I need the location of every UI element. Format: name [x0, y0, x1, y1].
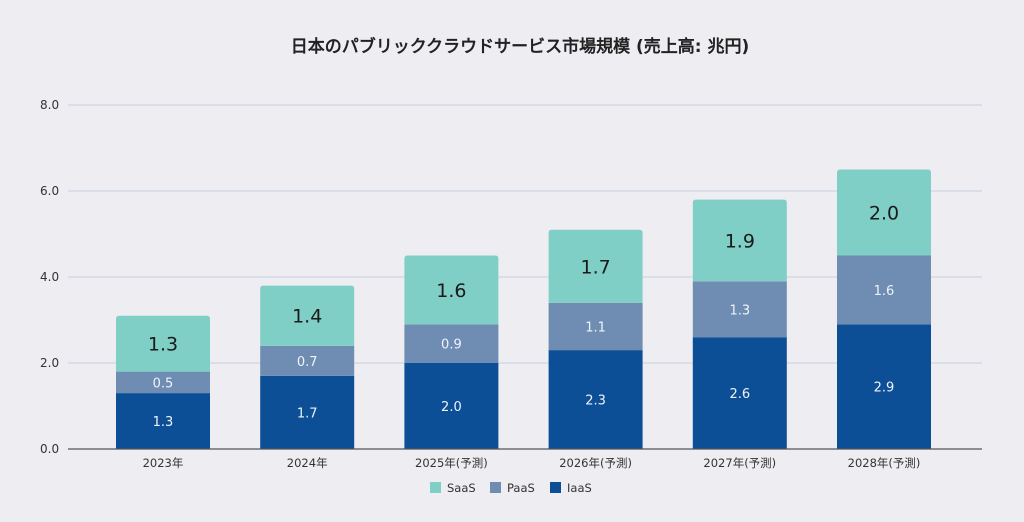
bar-iaas [692, 337, 787, 449]
data-label: 2.0 [869, 203, 899, 225]
data-label: 1.4 [292, 306, 322, 328]
legend-swatch-paas [490, 482, 501, 493]
bar-saas [404, 255, 499, 325]
legend-swatch-iaas [550, 482, 561, 493]
data-label: 1.3 [153, 415, 174, 430]
legend-label-saas: SaaS [447, 481, 476, 495]
bar-paas [404, 324, 499, 363]
x-tick-label: 2024年 [287, 456, 328, 470]
data-label: 0.7 [297, 355, 318, 370]
y-axis: 0.0 2.0 4.0 6.0 8.0 [40, 98, 59, 456]
x-tick-label: 2023年 [143, 456, 184, 470]
y-tick-label: 6.0 [40, 184, 59, 198]
bar-saas [548, 229, 643, 303]
chart-title: 日本のパブリッククラウドサービス市場規模 (売上高: 兆円) [291, 36, 750, 57]
y-tick-label: 2.0 [40, 356, 59, 370]
x-tick-label: 2026年(予測) [559, 456, 632, 470]
bar-paas [548, 302, 643, 351]
data-label: 1.6 [874, 284, 895, 299]
x-axis: 2023年 2024年 2025年(予測) 2026年(予測) 2027年(予測) 202… [68, 448, 982, 470]
y-tick-label: 8.0 [40, 98, 59, 112]
bar-iaas [404, 363, 499, 449]
legend-label-iaas: IaaS [567, 481, 592, 495]
data-label: 1.7 [580, 256, 610, 278]
bar-iaas [116, 393, 210, 449]
data-label: 1.3 [148, 334, 178, 356]
data-label: 1.9 [725, 230, 755, 252]
data-label: 2.9 [874, 381, 895, 396]
bar-iaas [837, 324, 931, 449]
bar-paas [260, 345, 355, 376]
data-label: 2.3 [585, 394, 606, 409]
data-label: 0.9 [441, 338, 462, 353]
x-tick-label: 2028年(予測) [848, 456, 921, 470]
y-tick-label: 4.0 [40, 270, 59, 284]
legend: SaaS PaaS IaaS [430, 481, 592, 495]
bar-paas [116, 371, 210, 394]
data-label: 1.3 [729, 303, 750, 318]
gridlines [68, 104, 982, 364]
x-tick-label: 2027年(予測) [703, 456, 776, 470]
data-label: 1.6 [436, 280, 466, 302]
data-label: 2.6 [729, 387, 750, 402]
data-label: 1.7 [297, 406, 318, 421]
data-label: 1.1 [585, 320, 606, 335]
bar-saas [116, 315, 210, 372]
bar-iaas [260, 375, 355, 449]
legend-label-paas: PaaS [507, 481, 535, 495]
bar-saas [692, 199, 787, 282]
bar-iaas [548, 350, 643, 449]
y-tick-label: 0.0 [40, 442, 59, 456]
legend-swatch-saas [430, 482, 441, 493]
data-label: 2.0 [441, 400, 462, 415]
bar-saas [260, 285, 355, 346]
bar-paas [837, 255, 931, 325]
data-label: 0.5 [153, 376, 174, 391]
x-tick-label: 2025年(予測) [415, 456, 488, 470]
bars: 1.3 0.5 1.3 1.7 0.7 1.4 2.0 0.9 1.6 2.3 1.1 1.7 2.6 1… [116, 169, 931, 449]
bar-paas [692, 281, 787, 338]
bar-saas [837, 169, 931, 256]
